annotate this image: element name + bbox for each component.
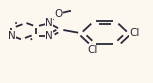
Text: Cl: Cl [88,45,98,55]
Text: N: N [45,31,53,41]
Text: O: O [54,9,62,19]
Text: Cl: Cl [130,28,140,38]
Text: N: N [8,31,15,41]
Text: N: N [45,18,53,28]
